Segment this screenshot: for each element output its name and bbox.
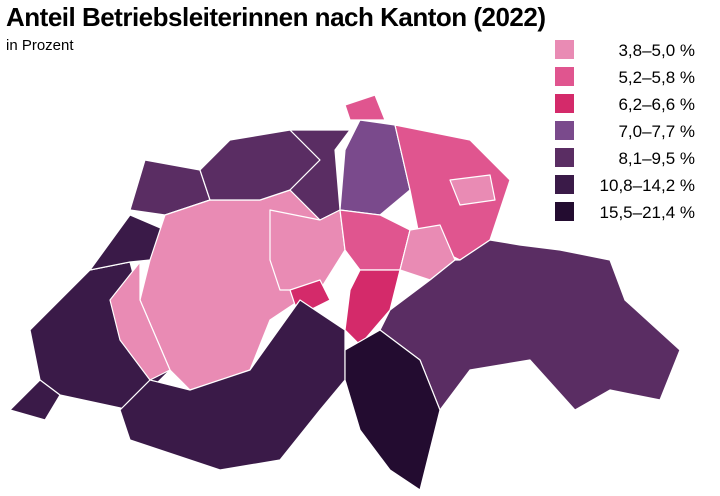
legend-label: 8,1–9,5 % xyxy=(618,149,695,168)
legend-label: 7,0–7,7 % xyxy=(618,122,695,141)
schwyz xyxy=(339,209,411,271)
fribourg xyxy=(109,261,171,381)
legend-swatch xyxy=(555,94,574,113)
subtitle: in Prozent xyxy=(6,37,74,54)
appenzell xyxy=(449,174,496,206)
legend-label: 6,2–6,6 % xyxy=(618,95,695,114)
map xyxy=(9,94,681,491)
title: Anteil Betriebsleiterinnen nach Kanton (… xyxy=(6,2,546,32)
legend-swatch xyxy=(555,175,574,194)
luzern xyxy=(269,209,346,291)
legend-label: 5,2–5,8 % xyxy=(618,68,695,87)
legend-swatch xyxy=(555,148,574,167)
legend-label: 15,5–21,4 % xyxy=(600,203,695,222)
schaffhausen xyxy=(344,94,386,121)
ticino xyxy=(344,329,441,491)
legend-swatch xyxy=(555,202,574,221)
graubuenden xyxy=(379,239,681,411)
legend-swatch xyxy=(555,40,574,59)
legend: 3,8–5,0 % 5,2–5,8 % 6,2–6,6 % 7,0–7,7 % 8,1–… xyxy=(555,40,695,222)
legend-label: 3,8–5,0 % xyxy=(618,41,695,60)
legend-label: 10,8–14,2 % xyxy=(600,176,695,195)
geneva xyxy=(9,379,61,421)
legend-swatch xyxy=(555,67,574,86)
legend-swatch xyxy=(555,121,574,140)
